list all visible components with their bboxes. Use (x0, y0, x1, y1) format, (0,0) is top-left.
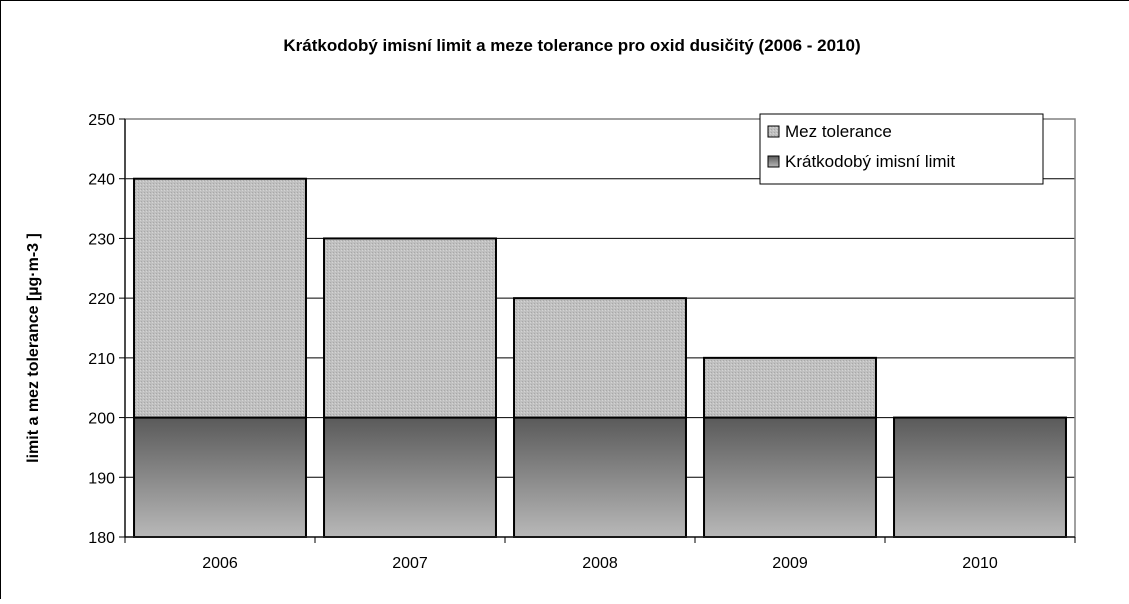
bar-limit (893, 416, 1067, 539)
x-tick-label: 2009 (772, 555, 808, 572)
bar-tolerance (513, 297, 687, 419)
legend-label: Krátkodobý imisní limit (785, 152, 955, 171)
y-tick-label: 200 (88, 411, 115, 428)
x-tick-label: 2010 (962, 555, 998, 572)
y-tick-label: 210 (88, 351, 115, 368)
legend-swatch (767, 155, 780, 168)
x-tick-label: 2007 (392, 555, 428, 572)
chart-title: Krátkodobý imisní limit a meze tolerance… (283, 36, 860, 55)
y-tick-label: 180 (88, 530, 115, 547)
bar-tolerance (323, 237, 497, 419)
legend: Mez tolerance Krátkodobý imisní limit (759, 113, 1044, 185)
bar-limit (513, 416, 687, 539)
legend-swatch (767, 125, 780, 138)
x-tick-label: 2008 (582, 555, 618, 572)
y-tick-label: 220 (88, 291, 115, 308)
bar-limit (133, 416, 307, 539)
bar-tolerance (703, 356, 877, 419)
bar-tolerance (133, 177, 307, 419)
y-tick-label: 250 (88, 112, 115, 129)
bars-group (133, 177, 1067, 539)
legend-label: Mez tolerance (785, 122, 892, 141)
y-tick-label: 190 (88, 470, 115, 487)
y-axis-label: limit a mez tolerance [µg·m-3 ] (25, 233, 42, 463)
legend-box (759, 113, 1044, 185)
axes-group: 180 190 200 210 220 230 240 250 2006 2007 2008 2009… (88, 112, 1076, 572)
x-tick-label: 2006 (202, 555, 238, 572)
bar-limit (703, 416, 877, 539)
y-tick-label: 240 (88, 172, 115, 189)
y-tick-label: 230 (88, 231, 115, 248)
bar-limit (323, 416, 497, 539)
